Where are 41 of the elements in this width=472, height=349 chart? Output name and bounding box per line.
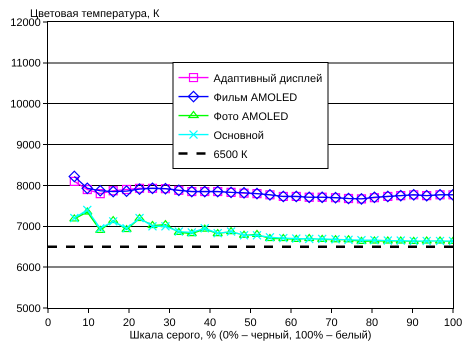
y-tick-label: 9000	[16, 139, 41, 152]
point	[70, 176, 79, 186]
point	[252, 230, 262, 240]
x-tick-label: 70	[325, 317, 338, 330]
y-tick-label: 11000	[11, 58, 41, 70]
x-axis-title: Шкала серого, % (0% – черный, 100% – белый)	[130, 329, 372, 342]
x-tick-label: 90	[406, 317, 419, 330]
x-tick-label: 40	[204, 317, 216, 330]
y-tick-label: 5000	[16, 302, 41, 315]
point	[122, 184, 132, 194]
x-tick-label: 30	[163, 317, 176, 330]
point	[108, 216, 118, 226]
point	[304, 234, 314, 244]
point	[304, 234, 314, 242]
point	[148, 222, 158, 231]
point	[96, 189, 105, 198]
x-tick-label: 100	[444, 317, 462, 330]
legend-label: 6500 К	[214, 148, 248, 161]
x-tick-label: 60	[284, 317, 298, 330]
point	[160, 222, 170, 231]
point	[147, 220, 158, 228]
y-tick-label: 10000	[10, 98, 41, 111]
point	[120, 185, 132, 197]
legend-label: Адаптивный дисплей	[214, 72, 322, 85]
x-tick-label: 20	[122, 317, 136, 330]
point	[108, 216, 118, 224]
x-tick-label: 50	[244, 317, 257, 330]
point	[94, 184, 106, 197]
legend-label: Фильм AMOLED	[214, 92, 298, 104]
x-tick-label: 80	[366, 317, 378, 330]
point	[68, 170, 80, 182]
y-tick-label: 8000	[16, 180, 41, 192]
legend-label: Фото AMOLED	[214, 110, 288, 123]
x-tick-label: 0	[44, 317, 52, 330]
legend-label: Основной	[214, 130, 264, 142]
point	[81, 182, 94, 194]
point	[82, 184, 92, 194]
point	[252, 230, 262, 238]
x-tick-label: 10	[82, 317, 95, 330]
y-tick-label: 6000	[16, 262, 41, 274]
y-tick-label: 7000	[16, 221, 41, 234]
